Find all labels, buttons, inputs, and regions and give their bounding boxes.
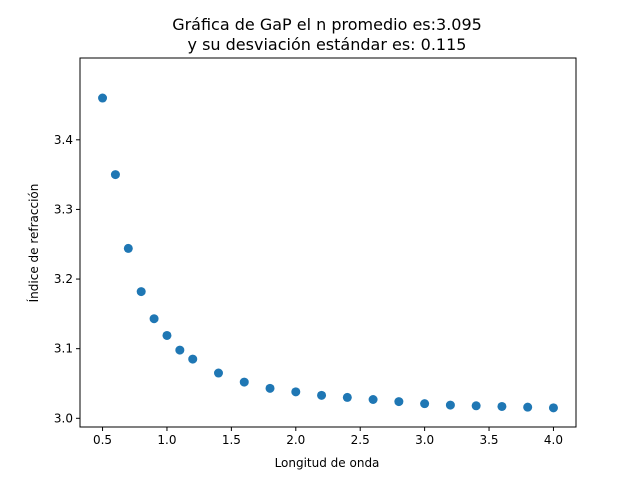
x-tick-label: 0.5 — [93, 433, 112, 447]
y-tick-label: 3.2 — [54, 272, 73, 286]
x-axis-ticks: 0.5 1.0 1.5 2.0 2.5 3.0 3.5 4.0 — [93, 427, 563, 447]
chart-title-line1: Gráfica de GaP el n promedio es:3.095 — [172, 15, 482, 34]
data-point — [445, 400, 455, 410]
data-point — [317, 390, 327, 400]
data-point — [162, 330, 172, 340]
data-point — [523, 402, 533, 412]
data-point — [149, 314, 159, 324]
y-axis-label: Índice de refracción — [26, 184, 41, 303]
y-tick-label: 3.1 — [54, 342, 73, 356]
data-point — [548, 403, 558, 413]
chart-title-line2: y su desviación estándar es: 0.115 — [188, 35, 467, 54]
data-points — [98, 93, 558, 413]
data-point — [420, 399, 430, 409]
data-point — [342, 392, 352, 402]
data-point — [213, 368, 223, 378]
x-tick-label: 2.5 — [351, 433, 370, 447]
data-point — [98, 93, 108, 103]
data-point — [175, 345, 185, 355]
data-point — [123, 243, 133, 253]
data-point — [188, 354, 198, 364]
data-point — [265, 383, 275, 393]
y-tick-label: 3.4 — [54, 133, 73, 147]
data-point — [394, 397, 404, 407]
x-axis-label: Longitud de onda — [275, 456, 380, 470]
y-tick-label: 3.0 — [54, 411, 73, 425]
data-point — [497, 401, 507, 411]
x-tick-label: 1.5 — [222, 433, 241, 447]
plot-frame — [79, 57, 577, 428]
y-tick-label: 3.3 — [54, 202, 73, 216]
data-point — [471, 401, 481, 411]
data-point — [291, 387, 301, 397]
data-point — [368, 394, 378, 404]
y-axis-ticks: 3.0 3.1 3.2 3.3 3.4 — [54, 133, 80, 425]
data-point — [136, 287, 146, 297]
x-tick-label: 2.0 — [286, 433, 305, 447]
x-tick-label: 1.0 — [157, 433, 176, 447]
data-point — [110, 170, 120, 180]
data-point — [239, 377, 249, 387]
x-tick-label: 3.5 — [479, 433, 498, 447]
x-tick-label: 4.0 — [544, 433, 563, 447]
x-tick-label: 3.0 — [415, 433, 434, 447]
